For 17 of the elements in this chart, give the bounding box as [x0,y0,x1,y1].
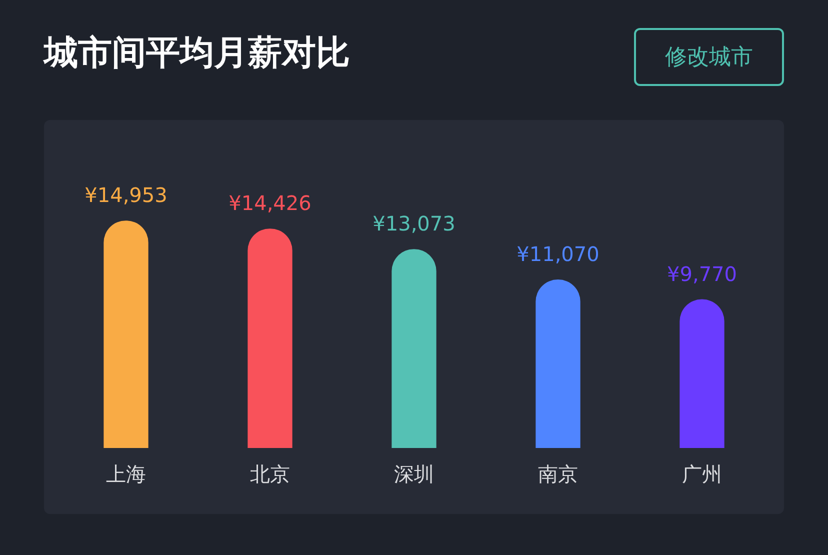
data-label: ¥14,426 [228,191,312,216]
text: 修改城市 [634,28,784,86]
data-label: ¥9,770 [667,262,737,286]
x-tick-label: 深圳 [394,462,434,486]
x-tick-label: 上海 [106,462,146,486]
bar [248,228,292,448]
data-label: ¥13,073 [372,212,456,236]
bar [392,249,436,448]
data-label: ¥14,953 [84,183,168,208]
bar [536,280,580,448]
x-tick-label: 北京 [250,462,290,486]
x-tick-label: 南京 [538,462,578,486]
x-tick-label: 广州 [682,462,722,486]
bar [680,299,724,448]
data-label: ¥11,070 [516,242,600,266]
bar [104,220,148,448]
chart-title: 城市间平均月薪对比 [44,32,350,75]
